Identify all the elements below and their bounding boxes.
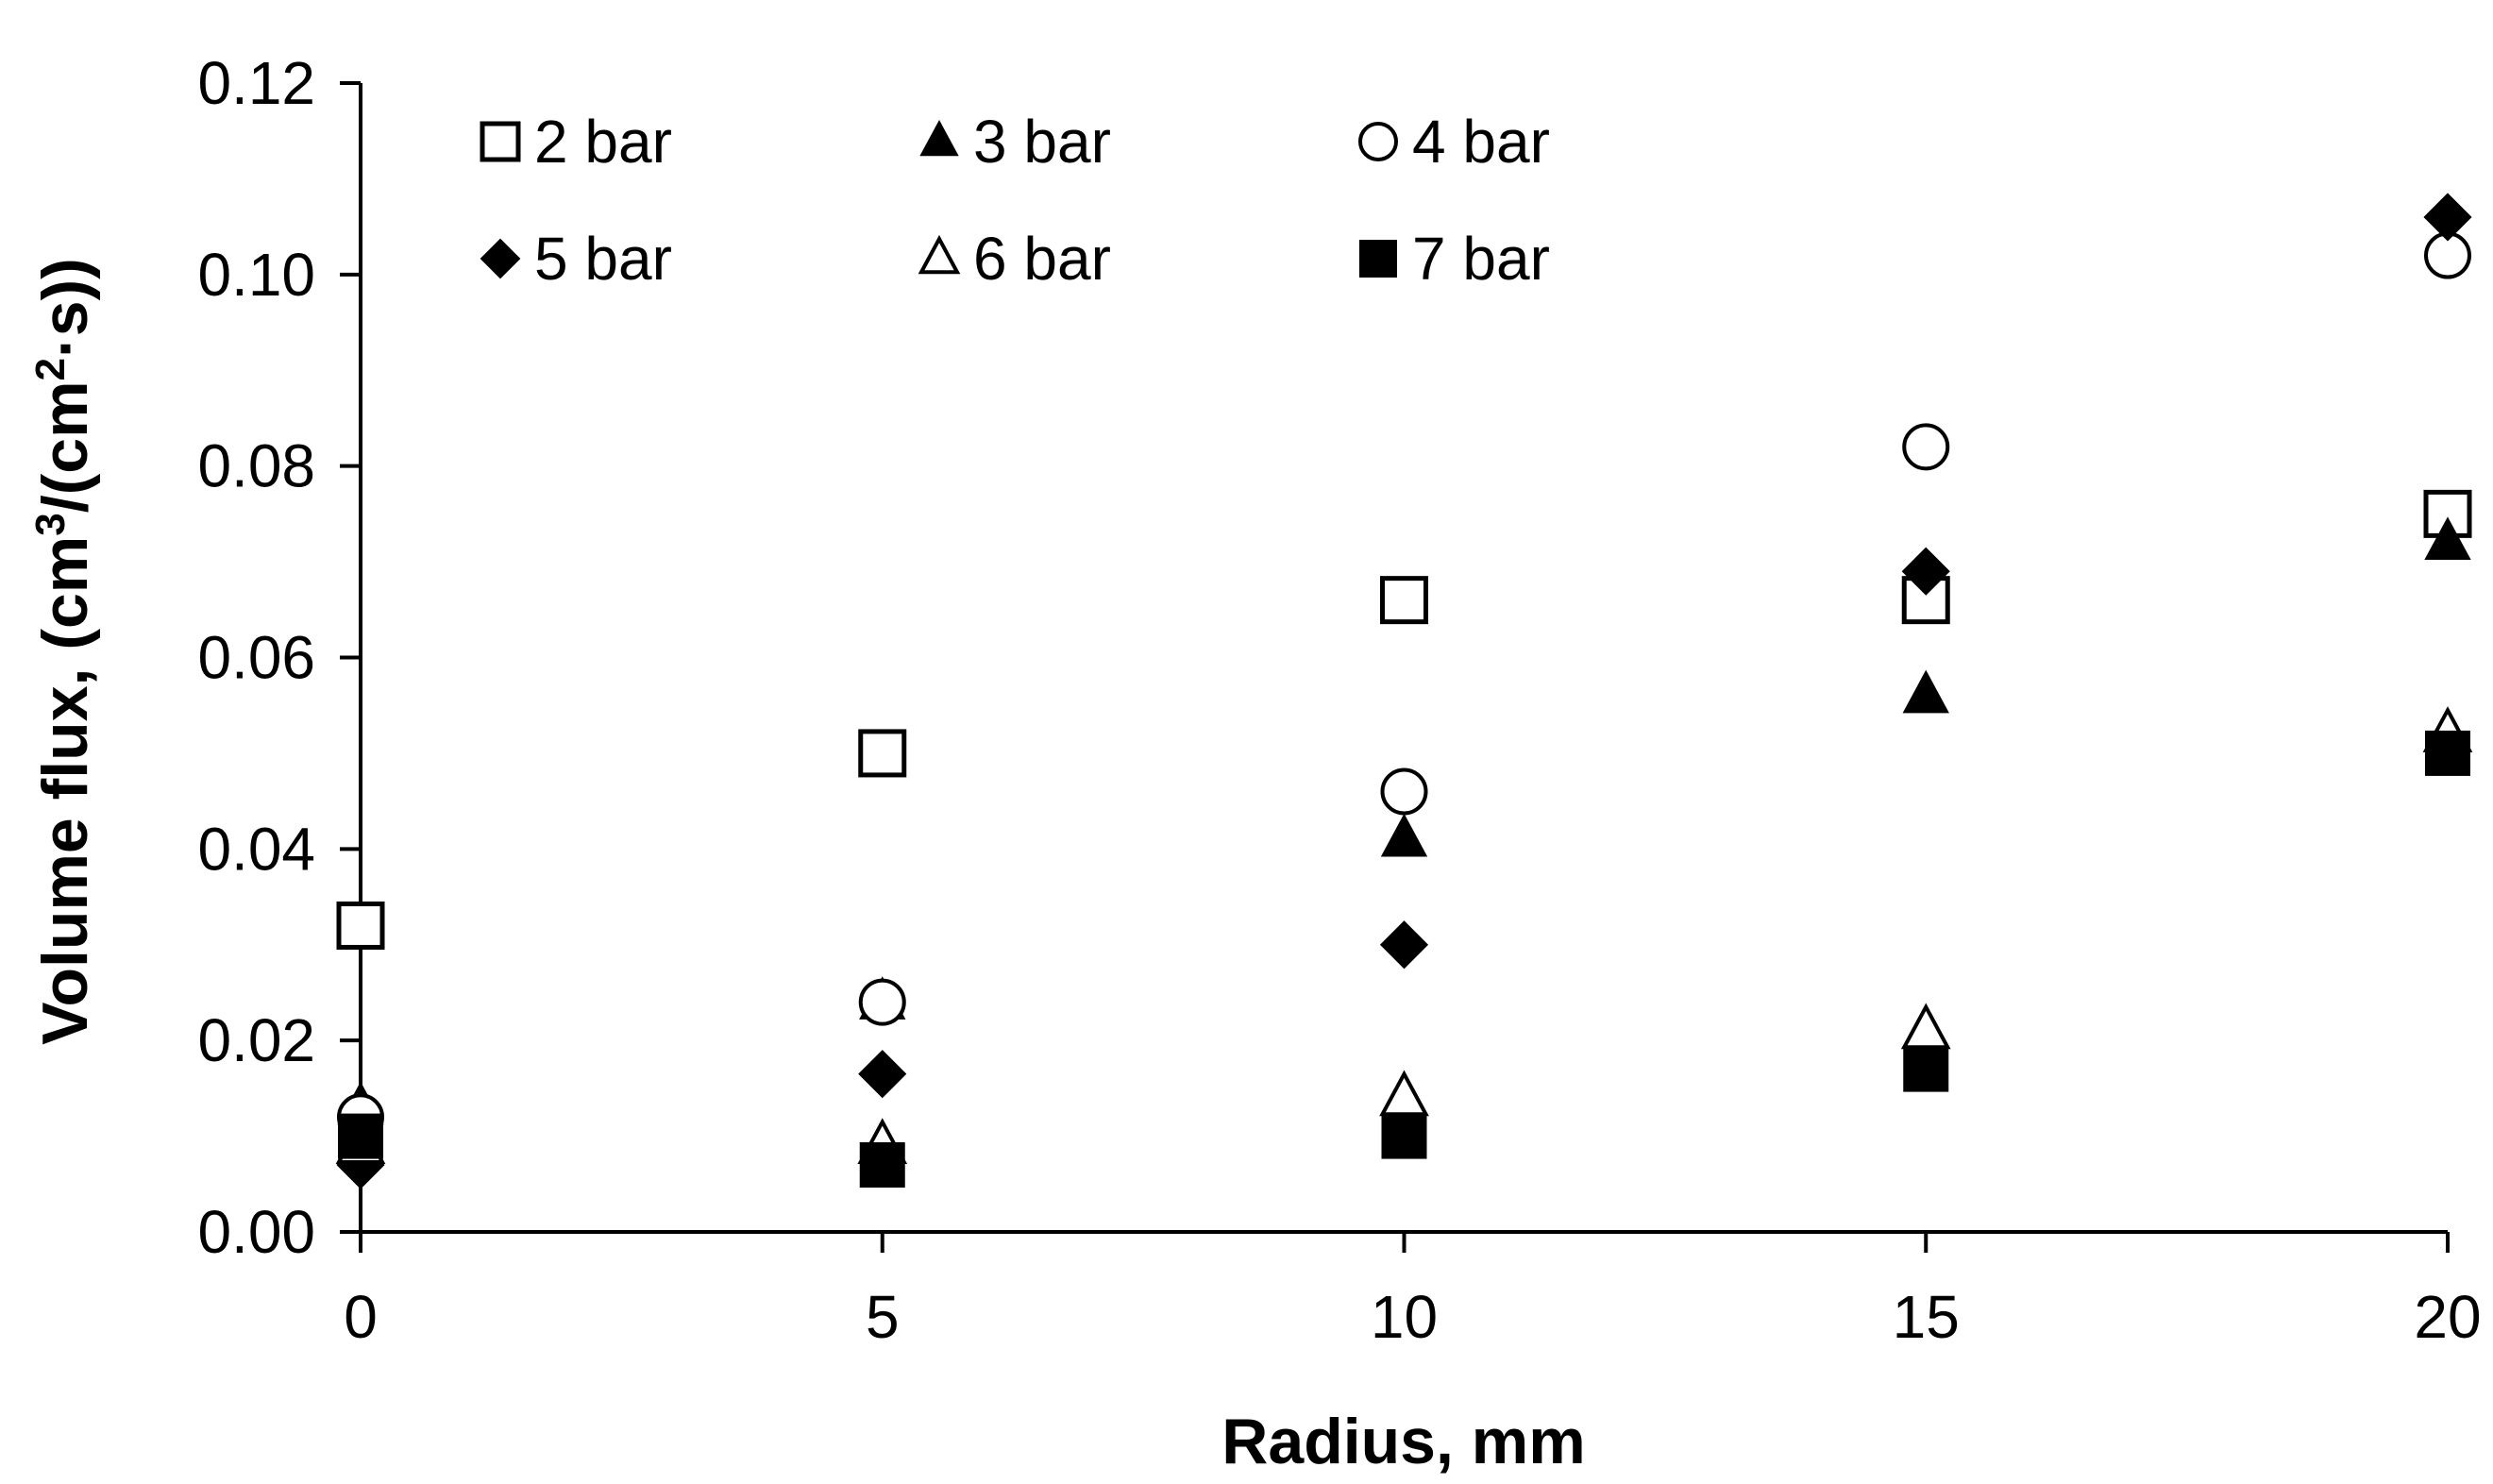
legend-item: 6 bar	[918, 225, 1111, 293]
data-point	[1902, 423, 1950, 471]
legend-marker	[918, 234, 961, 275]
x-tick-label: 0	[344, 1283, 378, 1351]
legend-label: 5 bar	[534, 225, 672, 293]
data-point	[1901, 547, 1950, 596]
x-tick-label: 20	[2414, 1283, 2481, 1351]
data-point	[1380, 767, 1428, 816]
data-point	[1380, 576, 1428, 625]
y-tick-label: 0.00	[197, 1198, 315, 1266]
y-tick-label: 0.06	[197, 624, 315, 692]
axes	[359, 83, 2448, 1234]
legend-item: 2 bar	[480, 108, 672, 176]
ticks: 0.00 0.02 0.04 0.06 0.08 0.10 0.12 0 5 10 15 20	[197, 49, 2481, 1351]
data-point	[1381, 1113, 1427, 1159]
y-tick-label: 0.04	[197, 815, 315, 883]
data-point	[1379, 920, 1429, 970]
data-point	[1380, 813, 1428, 857]
y-axis-title-main: Volume flux, (cm	[29, 536, 101, 1045]
data-point	[1900, 1003, 1951, 1050]
data-point	[858, 729, 907, 778]
data-point	[2424, 516, 2471, 561]
data-point	[858, 978, 906, 1026]
data-point	[1903, 1046, 1949, 1092]
data-point	[338, 1113, 383, 1159]
y-tick-label: 0.02	[197, 1006, 315, 1074]
x-tick-label: 5	[866, 1283, 900, 1351]
series-1	[336, 489, 2472, 950]
legend-label: 3 bar	[973, 108, 1111, 176]
legend-label: 2 bar	[534, 108, 672, 176]
x-tick-label: 10	[1371, 1283, 1438, 1351]
series-6	[338, 730, 2470, 1189]
data-point	[1379, 1070, 1429, 1117]
legend-item: 5 bar	[480, 225, 672, 293]
y-axis-title-sup1: 3	[27, 513, 74, 535]
legend-marker	[919, 119, 959, 157]
x-tick-label: 15	[1893, 1283, 1960, 1351]
data-point	[2425, 730, 2470, 776]
legend-item: 7 bar	[1359, 225, 1550, 293]
data-point	[2423, 193, 2472, 242]
y-tick-label: 0.08	[197, 432, 315, 500]
legend-label: 7 bar	[1412, 225, 1550, 293]
data-point	[1902, 669, 1949, 714]
y-axis-title-end: ·s))	[29, 258, 101, 358]
legend-marker	[1359, 240, 1397, 278]
legend-item: 3 bar	[919, 108, 1111, 176]
legend-marker	[1358, 122, 1398, 161]
legend-item: 4 bar	[1358, 108, 1550, 176]
legend-marker	[480, 121, 521, 162]
data-point	[336, 901, 385, 950]
y-axis-title-mid: /(cm	[29, 380, 101, 513]
data-point	[858, 1050, 907, 1099]
x-axis-title: Radius, mm	[1221, 1406, 1585, 1477]
legend: 2 bar 3 bar 4 bar 5 bar 6 bar 7 bar	[480, 108, 1550, 293]
series-3	[337, 231, 2471, 1141]
y-axis-title-sup2: 2	[27, 358, 74, 380]
y-tick-label: 0.10	[197, 241, 315, 309]
y-tick-label: 0.12	[197, 49, 315, 117]
legend-marker	[480, 238, 521, 279]
y-axis-title: Volume flux, (cm3/(cm2·s))	[27, 258, 101, 1045]
data-points	[335, 193, 2473, 1189]
data-point	[859, 1142, 905, 1189]
legend-label: 6 bar	[973, 225, 1111, 293]
legend-label: 4 bar	[1412, 108, 1550, 176]
series-4	[336, 193, 2472, 1189]
